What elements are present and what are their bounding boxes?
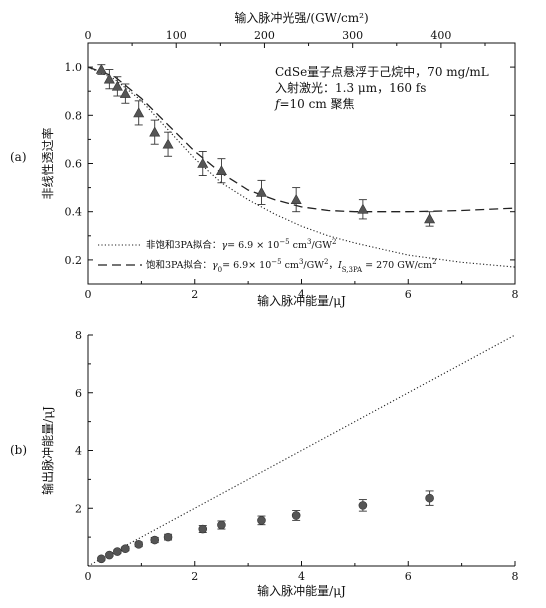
y-tick-label: 8 — [75, 329, 82, 342]
x-tick-label: 8 — [512, 570, 519, 583]
y-tick-label: 4 — [75, 445, 82, 458]
top-x-tick-label: 400 — [430, 29, 451, 42]
data-point-triangle — [95, 63, 107, 74]
panel-label: (a) — [10, 150, 27, 164]
annotation-line: f=10 cm 聚焦 — [274, 97, 355, 111]
data-point-triangle — [290, 194, 302, 204]
data-point-triangle — [133, 107, 145, 118]
top-x-tick-label: 300 — [342, 29, 363, 42]
data-point-circle — [163, 532, 173, 542]
data-point-triangle — [255, 186, 267, 197]
data-point-circle — [425, 493, 434, 503]
legend-entry-dotted: 非饱和3PA拟合：γ= 6.9 × 10−5 cm3/GW2 — [146, 238, 337, 251]
x-tick-label: 6 — [405, 288, 412, 301]
x-axis-label: 输入脉冲能量/μJ — [257, 293, 346, 308]
data-point-circle — [105, 550, 114, 560]
data-point-triangle — [103, 73, 115, 84]
y-axis-label: 非线性透过率 — [40, 127, 55, 199]
data-point-triangle — [111, 80, 123, 91]
linear-reference-line — [87, 334, 516, 567]
x-tick-label: 2 — [191, 570, 198, 583]
data-point-circle — [217, 520, 226, 530]
x-tick-label: 6 — [405, 570, 412, 583]
y-tick-label: 1.0 — [65, 61, 83, 74]
y-tick-label: 0.4 — [65, 206, 83, 219]
data-point-circle — [257, 516, 266, 525]
data-point-circle — [121, 544, 130, 553]
data-point-triangle — [197, 157, 209, 168]
data-point-circle — [358, 501, 368, 510]
x-tick-label: 4 — [298, 570, 305, 583]
top-x-tick-label: 100 — [166, 29, 187, 42]
y-axis-label: 输出脉冲能量/μJ — [40, 406, 55, 495]
panel-b-chart: 0 2 4 6 8 2 4 6 8 输入脉冲能量/μJ 输出脉冲能量/μJ (b) — [10, 329, 519, 598]
data-point-circle — [198, 524, 208, 534]
legend: 非饱和3PA拟合：γ= 6.9 × 10−5 cm3/GW2 饱和3PA拟合：γ0… — [98, 238, 437, 274]
data-point-circle — [150, 535, 160, 545]
top-x-tick-label: 200 — [254, 29, 275, 42]
data-point-circle — [113, 547, 122, 556]
x-tick-label: 8 — [512, 288, 519, 301]
y-tick-label: 0.2 — [65, 254, 83, 267]
data-point-triangle — [162, 138, 174, 149]
y-tick-label: 6 — [75, 387, 82, 400]
x-tick-label: 0 — [85, 570, 92, 583]
data-point-circle — [134, 540, 144, 549]
legend-entry-dashed: 饱和3PA拟合：γ0= 6.9× 10−5 cm3/GW2，IS,3PA = 2… — [146, 258, 437, 274]
y-tick-label: 0.8 — [65, 109, 83, 122]
panel-label: (b) — [10, 443, 27, 457]
data-point-triangle — [424, 213, 436, 224]
dashed-fit-curve — [87, 66, 516, 213]
data-point-triangle — [119, 87, 131, 98]
x-axis-label: 输入脉冲能量/μJ — [257, 583, 346, 598]
data-point-triangle — [215, 165, 227, 176]
data-point-circle — [97, 554, 106, 564]
x-tick-label: 2 — [191, 288, 198, 301]
top-x-tick-label: 0 — [85, 29, 92, 42]
panel-a-chart: 0 2 4 6 8 0 100 200 300 400 0.2 0.4 0.6 0.8 1.0 输入脉冲光强/… — [10, 10, 519, 308]
x-tick-label: 4 — [298, 288, 305, 301]
y-tick-label: 0.6 — [65, 158, 83, 171]
data-point-triangle — [149, 126, 161, 137]
data-point-circle — [291, 511, 301, 520]
dotted-fit-curve — [87, 66, 516, 268]
x-tick-label: 0 — [85, 288, 92, 301]
annotation-line: 入射激光：1.3 μm，160 fs — [275, 80, 426, 95]
data-point-triangle — [357, 203, 369, 214]
annotation-line: CdSe量子点悬浮于己烷中，70 mg/mL — [275, 64, 489, 79]
y-tick-label: 2 — [75, 502, 82, 515]
top-x-axis-label: 输入脉冲光强/(GW/cm²) — [234, 10, 368, 25]
